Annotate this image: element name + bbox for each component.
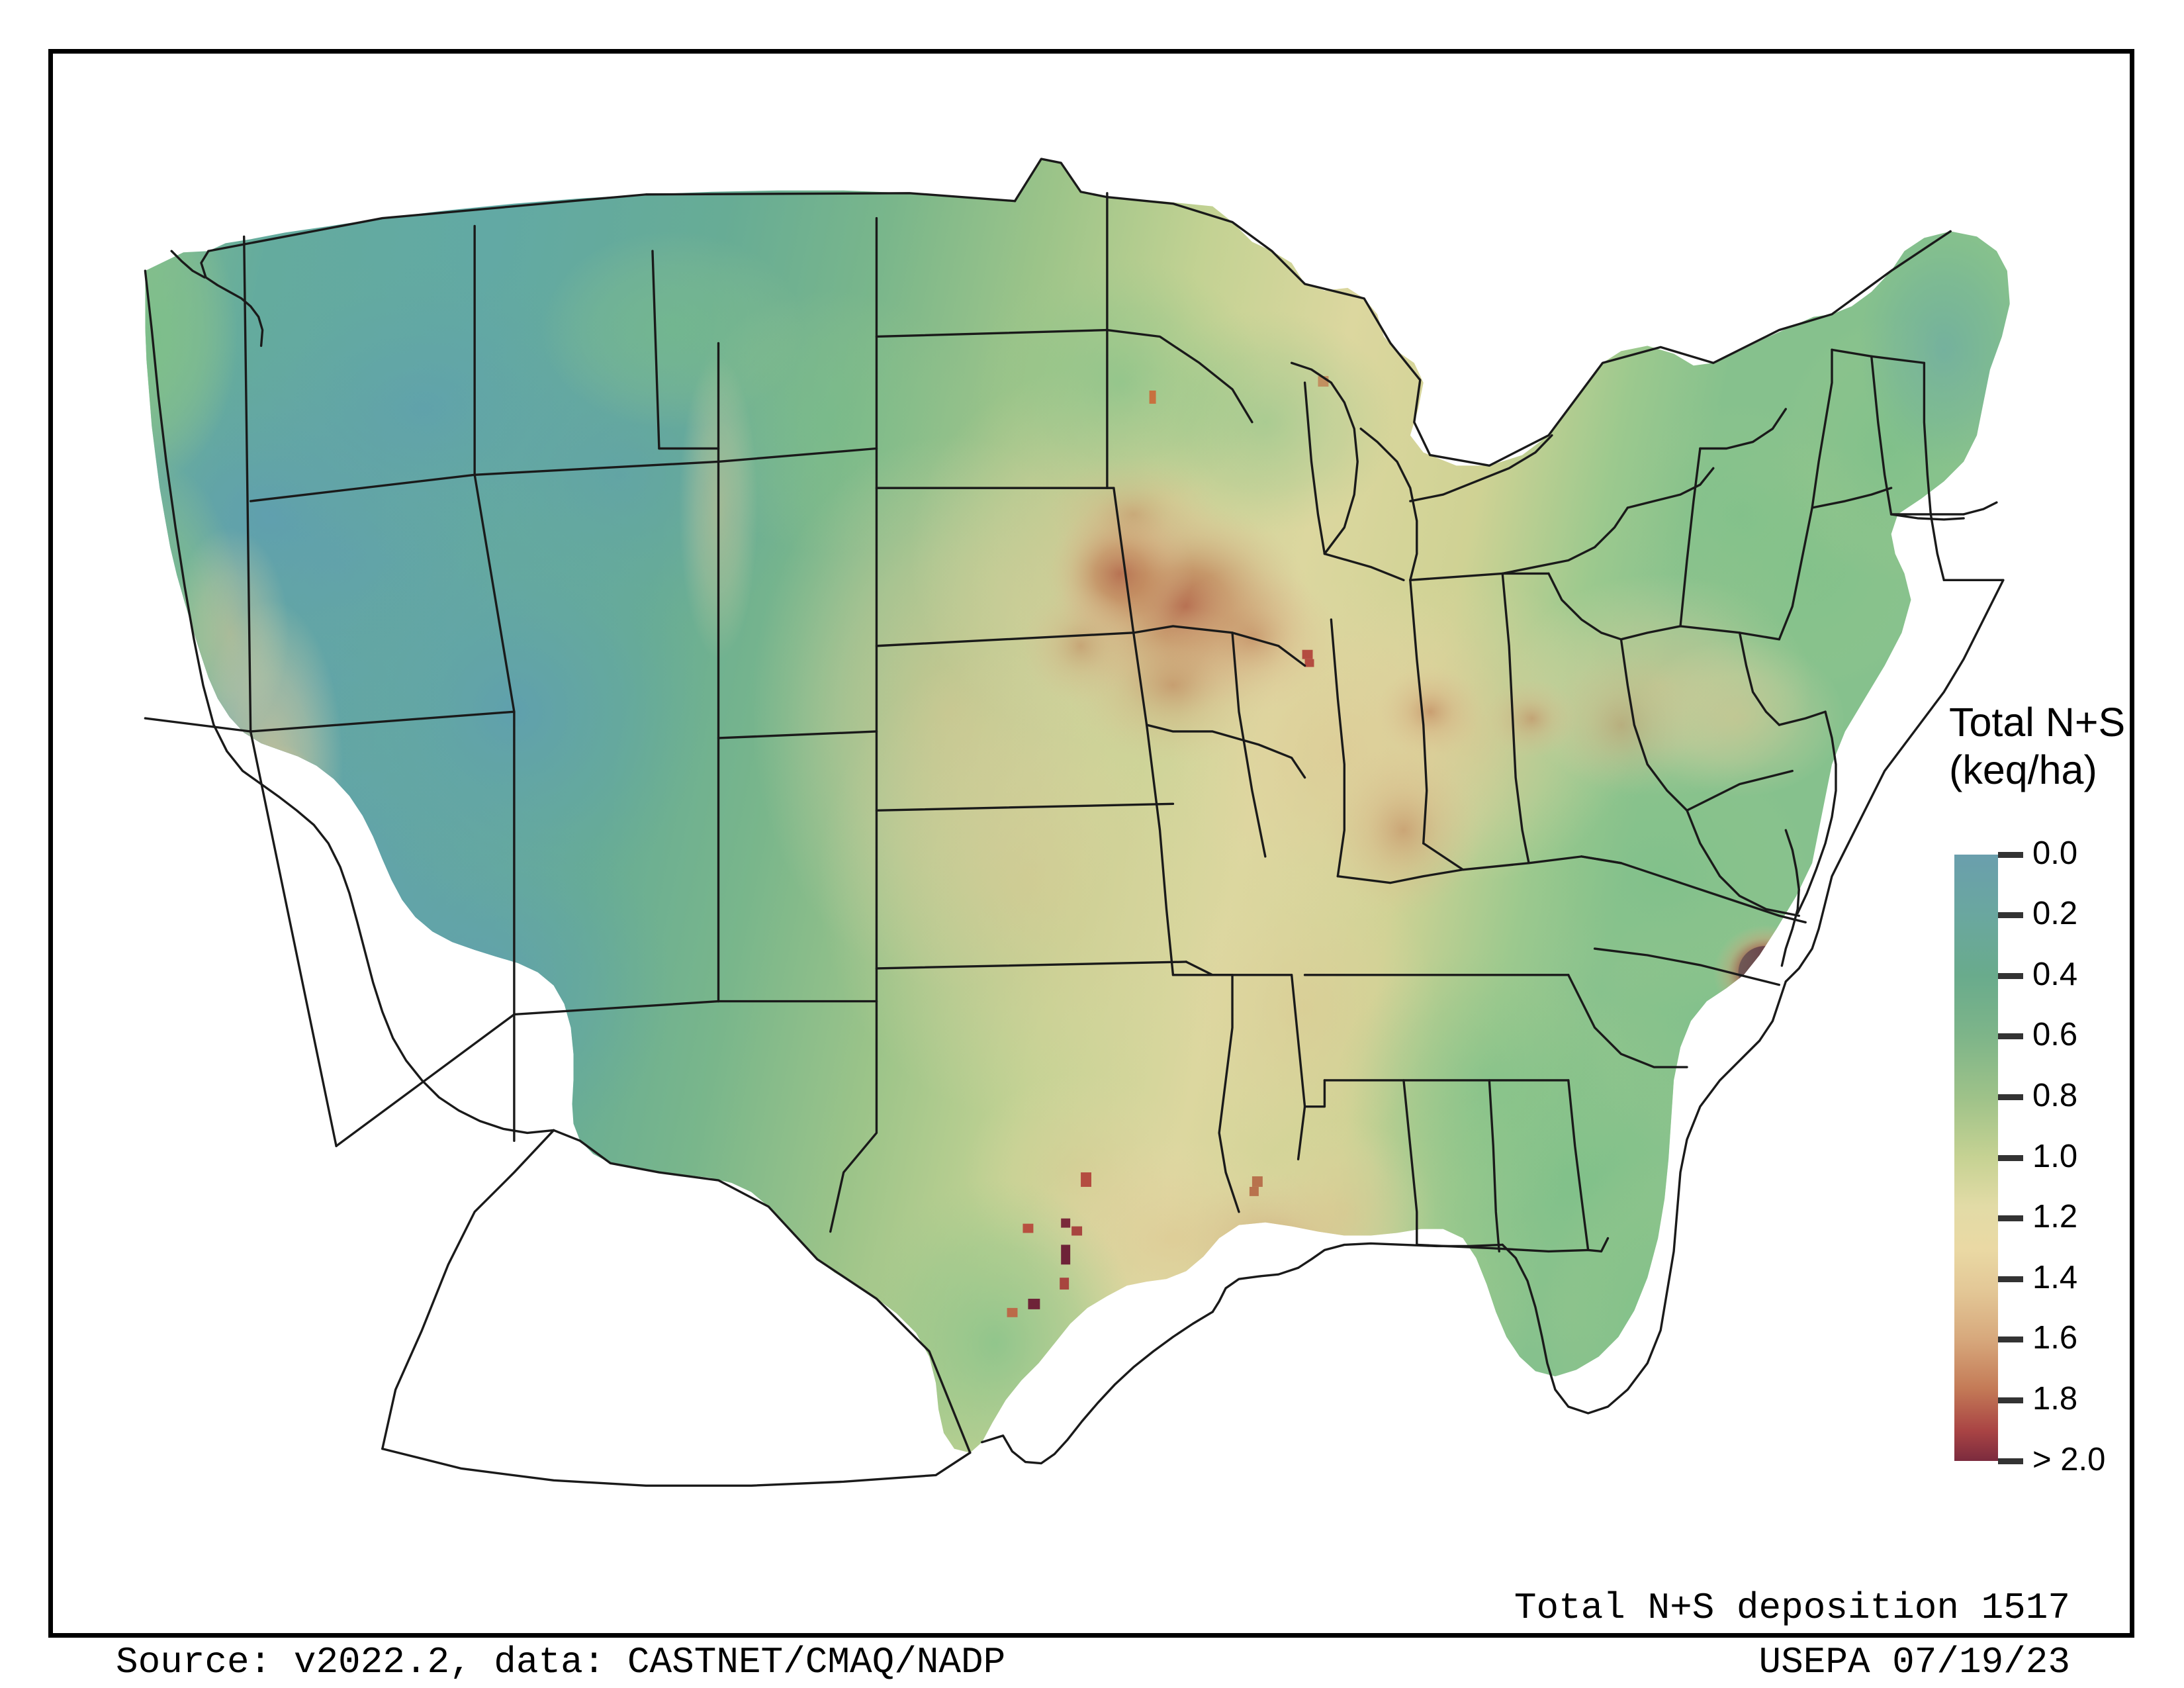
- colorbar-tick-label: 0.6: [2032, 1017, 2078, 1053]
- colorbar-ticks: 0.0 0.2 0.4 0.6 0.8 1.0 1.2 1.4 1.6 1.8 > 2.0: [1998, 837, 2173, 1476]
- legend-title: Total N+S (keq/ha): [1949, 699, 2184, 794]
- state-boundaries: [144, 158, 2005, 1487]
- colorbar-tick-label: 1.0: [2032, 1138, 2078, 1174]
- colorbar-tick-mark: [1998, 1458, 2023, 1464]
- colorbar-tick-mark: [1998, 1336, 2023, 1343]
- caption-source: Source: v2022.2, data: CASTNET/CMAQ/NADP: [116, 1641, 1006, 1683]
- colorbar-tick-label: 1.8: [2032, 1380, 2078, 1417]
- colorbar-tick-mark: [1998, 912, 2023, 919]
- colorbar-gradient: [1954, 855, 1998, 1461]
- colorbar-tick-label: 1.6: [2032, 1320, 2078, 1356]
- colorbar-tick-label: 0.0: [2032, 835, 2078, 871]
- colorbar-tick-mark: [1998, 1094, 2023, 1100]
- colorbar-tick-mark: [1998, 1276, 2023, 1282]
- colorbar-tick-label: 0.8: [2032, 1077, 2078, 1113]
- colorbar-tick-mark: [1998, 1154, 2023, 1161]
- legend-title-line1: Total N+S: [1949, 700, 2126, 745]
- colorbar-tick-label: 1.2: [2032, 1199, 2078, 1235]
- colorbar-tick-mark: [1998, 851, 2023, 858]
- colorbar-tick-label: 0.2: [2032, 896, 2078, 932]
- deposition-map: [53, 54, 2130, 1633]
- colorbar-tick-mark: [1998, 972, 2023, 979]
- colorbar-tick-mark: [1998, 1397, 2023, 1403]
- caption-main: Total N+S deposition 1517: [1514, 1587, 2070, 1629]
- colorbar-tick-mark: [1998, 1033, 2023, 1040]
- caption-agency: USEPA 07/19/23: [1758, 1641, 2070, 1683]
- colorbar-tick-label: > 2.0: [2032, 1441, 2106, 1477]
- legend-title-line2: (keq/ha): [1949, 747, 2097, 792]
- colorbar: 0.0 0.2 0.4 0.6 0.8 1.0 1.2 1.4 1.6 1.8 > 2.0: [1954, 837, 2173, 1476]
- colorbar-tick-label: 1.4: [2032, 1259, 2078, 1295]
- colorbar-tick-mark: [1998, 1215, 2023, 1222]
- colorbar-tick-label: 0.4: [2032, 956, 2078, 992]
- figure-frame: Total N+S (keq/ha): [48, 49, 2134, 1683]
